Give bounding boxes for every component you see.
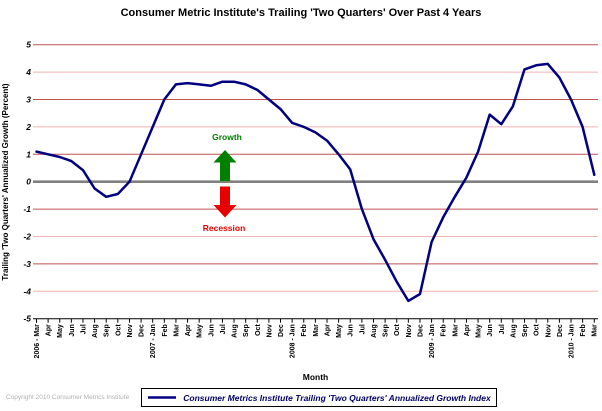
growth-annotation: Growth: [212, 132, 242, 142]
copyright-text: Copyright 2010 Consumer Metrics Institut…: [6, 394, 130, 401]
svg-text:Jun: Jun: [487, 324, 494, 336]
gridlines: [33, 44, 598, 292]
y-tick-labels: 5 4 3 2 1 0 -1 -2 -3 -4 -5: [23, 40, 31, 324]
svg-text:Sep: Sep: [243, 324, 250, 337]
svg-text:Dec: Dec: [557, 324, 564, 337]
svg-text:-5: -5: [23, 314, 31, 324]
svg-text:Sep: Sep: [383, 324, 390, 337]
svg-text:Jun: Jun: [208, 324, 215, 336]
svg-text:Dec: Dec: [139, 324, 146, 337]
svg-text:Apr: Apr: [325, 324, 332, 336]
svg-text:Nov: Nov: [406, 324, 413, 337]
chart-title: Consumer Metric Institute's Trailing 'Tw…: [120, 7, 482, 19]
svg-text:2: 2: [25, 122, 31, 132]
legend-label: Consumer Metrics Institute Trailing 'Two…: [183, 392, 491, 403]
svg-text:2007 - Jan: 2007 - Jan: [150, 324, 157, 358]
svg-text:-4: -4: [23, 286, 31, 296]
svg-text:May: May: [336, 324, 343, 338]
svg-text:Aug: Aug: [510, 324, 517, 338]
growth-arrow-icon: [213, 150, 237, 181]
svg-text:-3: -3: [23, 259, 31, 269]
svg-text:Feb: Feb: [162, 324, 169, 336]
svg-text:May: May: [197, 324, 204, 338]
x-axis: [33, 318, 598, 323]
svg-text:Jul: Jul: [359, 324, 366, 334]
svg-text:Oct: Oct: [534, 324, 541, 336]
svg-text:2006 - Mar: 2006 - Mar: [34, 324, 41, 359]
svg-text:May: May: [57, 324, 64, 338]
x-axis-title: Month: [302, 372, 329, 382]
legend: Consumer Metrics Institute Trailing 'Two…: [141, 388, 497, 407]
svg-text:Mar: Mar: [313, 324, 320, 337]
svg-text:0: 0: [26, 177, 31, 187]
svg-text:-2: -2: [23, 232, 31, 242]
svg-text:Sep: Sep: [104, 324, 111, 337]
svg-text:Oct: Oct: [394, 324, 401, 336]
svg-text:Jul: Jul: [220, 324, 227, 334]
svg-text:Nov: Nov: [545, 324, 552, 337]
svg-text:Apr: Apr: [464, 324, 471, 336]
svg-text:1: 1: [26, 149, 31, 159]
svg-text:Nov: Nov: [127, 324, 134, 337]
svg-text:3: 3: [26, 95, 31, 105]
recession-arrow-icon: [213, 186, 237, 218]
svg-text:Mar: Mar: [173, 324, 180, 337]
svg-text:May: May: [476, 324, 483, 338]
svg-text:Mar: Mar: [592, 324, 599, 337]
svg-text:2009 - Jan: 2009 - Jan: [429, 324, 436, 358]
svg-text:-1: -1: [23, 204, 31, 214]
svg-text:5: 5: [26, 40, 31, 50]
svg-text:Apr: Apr: [46, 324, 53, 336]
svg-text:Aug: Aug: [92, 324, 99, 338]
svg-text:Nov: Nov: [266, 324, 273, 337]
svg-text:Oct: Oct: [255, 324, 262, 336]
svg-text:4: 4: [25, 67, 31, 77]
svg-text:Jul: Jul: [80, 324, 87, 334]
svg-text:Jul: Jul: [499, 324, 506, 334]
svg-text:Feb: Feb: [301, 324, 308, 336]
svg-text:Feb: Feb: [441, 324, 448, 336]
data-line: [35, 62, 596, 303]
svg-text:Dec: Dec: [278, 324, 285, 337]
svg-text:Jun: Jun: [69, 324, 76, 336]
svg-text:2008 - Jan: 2008 - Jan: [290, 324, 297, 358]
svg-text:Jun: Jun: [348, 324, 355, 336]
svg-text:2010 - Jan: 2010 - Jan: [569, 324, 576, 358]
svg-text:Dec: Dec: [417, 324, 424, 337]
svg-text:Aug: Aug: [371, 324, 378, 338]
svg-text:Apr: Apr: [185, 324, 192, 336]
svg-text:Mar: Mar: [452, 324, 459, 337]
x-tick-labels: 2006 - Mar Apr May Jun Jul Aug Sep Oct Nov Dec 200…: [34, 324, 599, 359]
svg-text:Oct: Oct: [115, 324, 122, 336]
svg-text:Feb: Feb: [580, 324, 587, 336]
svg-text:Sep: Sep: [522, 324, 529, 337]
legend-line-icon: [148, 396, 177, 399]
svg-text:Aug: Aug: [232, 324, 239, 338]
recession-annotation: Recession: [203, 223, 246, 233]
